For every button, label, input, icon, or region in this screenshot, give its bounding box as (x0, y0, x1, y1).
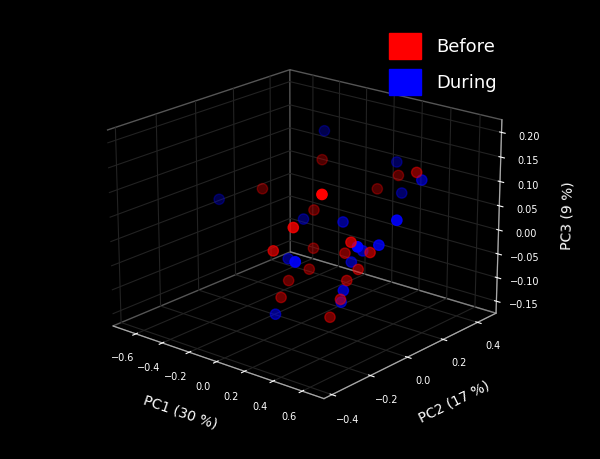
Legend: Before, During: Before, During (380, 24, 505, 104)
Y-axis label: PC2 (17 %): PC2 (17 %) (416, 379, 491, 426)
X-axis label: PC1 (30 %): PC1 (30 %) (142, 393, 219, 431)
